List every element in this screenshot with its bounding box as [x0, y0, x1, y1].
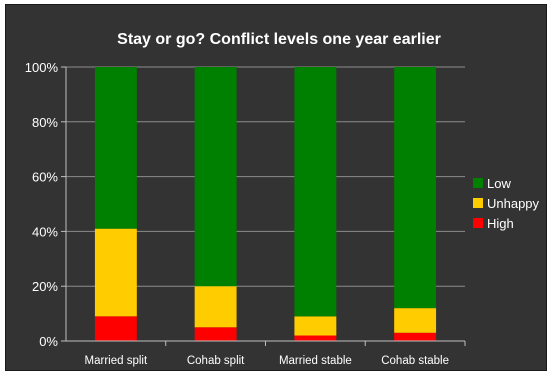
y-tick-label: 40%	[32, 224, 58, 239]
bar-high-married-split	[94, 316, 137, 341]
y-tick-label: 0%	[39, 334, 58, 349]
legend-swatch-unhappy	[473, 198, 483, 208]
bar-low-cohab-stable	[394, 67, 437, 309]
chart-title: Stay or go? Conflict levels one year ear…	[117, 31, 441, 48]
bar-high-married-stable	[294, 335, 337, 341]
bar-low-married-stable	[294, 67, 337, 317]
x-tick-label: Cohab split	[187, 355, 245, 367]
bar-unhappy-married-stable	[294, 316, 337, 336]
legend-swatch-high	[473, 218, 483, 228]
bar-unhappy-cohab-split	[194, 286, 237, 328]
x-tick-label: Married split	[85, 355, 148, 367]
legend-swatch-low	[473, 178, 483, 188]
legend-label-unhappy: Unhappy	[487, 196, 540, 211]
y-tick-label: 20%	[32, 279, 58, 294]
bar-high-cohab-stable	[394, 332, 437, 341]
legend: Low Unhappy High	[473, 176, 540, 231]
bar-unhappy-cohab-stable	[394, 308, 437, 333]
legend-label-low: Low	[487, 176, 511, 191]
bar-high-cohab-split	[194, 327, 237, 341]
bars	[94, 67, 437, 341]
bar-unhappy-married-split	[94, 228, 137, 317]
legend-label-high: High	[487, 216, 514, 231]
y-tick-label: 100%	[25, 60, 59, 75]
x-tick-label: Cohab stable	[381, 355, 449, 367]
bar-low-cohab-split	[194, 67, 237, 287]
x-tick-label: Married stable	[279, 355, 352, 367]
y-tick-label: 60%	[32, 170, 58, 185]
y-axis: 0% 20% 40% 60% 80% 100%	[25, 60, 67, 349]
y-tick-label: 80%	[32, 115, 58, 130]
bar-low-married-split	[94, 67, 137, 229]
x-axis: Married split Cohab split Married stable Co…	[66, 340, 466, 367]
